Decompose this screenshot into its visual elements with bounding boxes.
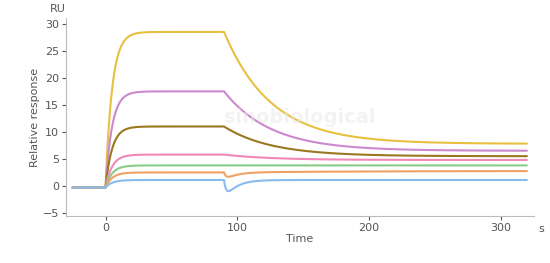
X-axis label: Time: Time	[286, 234, 313, 244]
Text: sinobiological: sinobiological	[224, 108, 376, 127]
Y-axis label: Relative response: Relative response	[30, 68, 40, 166]
Text: RU: RU	[50, 4, 66, 14]
Text: s: s	[538, 224, 544, 234]
